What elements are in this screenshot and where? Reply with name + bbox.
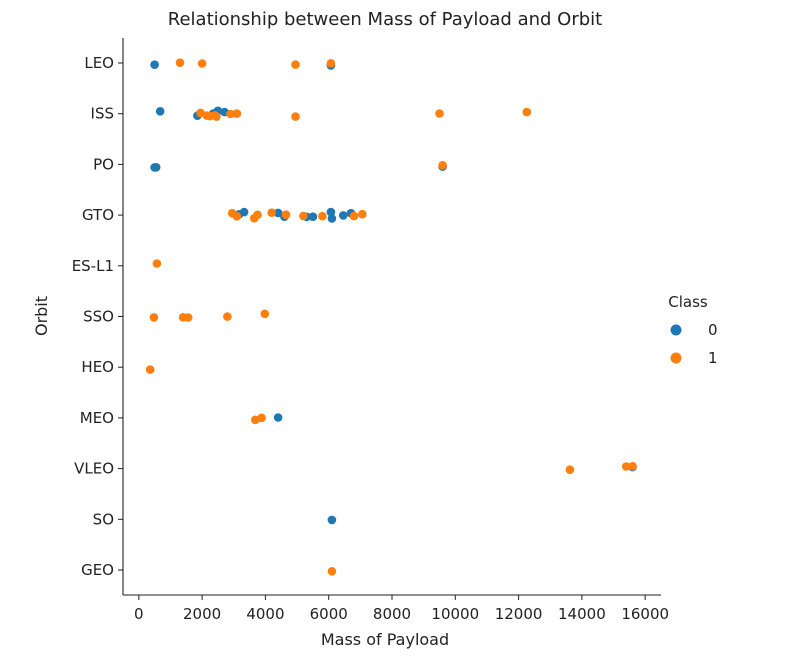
data-point-class-1	[438, 161, 447, 170]
data-point-class-1	[565, 465, 575, 475]
y-tick-label: HEO	[81, 358, 114, 376]
data-point-class-1	[299, 211, 308, 221]
y-axis-label: Orbit	[32, 296, 51, 336]
data-point-class-1	[267, 208, 277, 217]
data-point-class-1	[152, 259, 162, 268]
data-point-class-1	[145, 365, 155, 374]
data-point-class-1	[257, 413, 266, 423]
data-point-class-0	[155, 107, 165, 116]
y-axis-ticks: LEO ISS PO GTO ES-L1 SSO HEO MEO VLEO SO GEO	[72, 54, 123, 579]
x-tick-label: 16000	[621, 605, 669, 623]
data-point-class-1	[628, 461, 637, 471]
y-tick-label: ES-L1	[72, 257, 114, 275]
data-point-class-1	[260, 309, 270, 319]
data-point-class-1	[232, 109, 242, 118]
x-axis-label: Mass of Payload	[321, 630, 449, 649]
data-point-class-1	[318, 211, 327, 221]
data-point-class-1	[291, 112, 300, 121]
x-tick-label: 8000	[373, 605, 411, 623]
y-tick-label: GTO	[82, 206, 114, 224]
data-point-class-1	[232, 212, 242, 221]
y-tick-label: SO	[93, 510, 114, 528]
y-tick-label: MEO	[80, 409, 114, 427]
data-point-class-0	[150, 60, 159, 69]
data-point-class-1	[149, 313, 159, 322]
legend: Class 0 1	[668, 293, 717, 367]
data-point-class-0	[239, 207, 249, 217]
legend-marker-0	[670, 324, 682, 336]
data-point-class-0	[273, 413, 283, 422]
x-tick-label: 6000	[310, 605, 348, 623]
y-tick-label: PO	[93, 155, 114, 173]
data-point-class-0	[327, 515, 337, 525]
legend-label: 1	[708, 349, 718, 367]
data-point-class-1	[197, 59, 207, 68]
x-axis-ticks: 0 2000 4000 6000 8000 10000 12000 14000 16000	[134, 595, 669, 623]
y-tick-label: VLEO	[74, 460, 114, 478]
x-tick-label: 10000	[431, 605, 479, 623]
y-tick-label: GEO	[81, 561, 114, 579]
data-point-class-1	[226, 109, 235, 119]
y-tick-label: SSO	[83, 308, 114, 326]
legend-title: Class	[668, 293, 708, 311]
data-point-class-1	[223, 312, 232, 321]
data-point-class-0	[327, 214, 337, 223]
data-point-class-1	[183, 313, 193, 322]
x-tick-label: 2000	[183, 605, 221, 623]
data-point-class-1	[358, 209, 367, 219]
data-point-class-1	[621, 462, 631, 471]
data-point-class-1	[291, 60, 300, 69]
legend-marker-1	[670, 352, 682, 364]
data-point-class-0	[151, 163, 161, 172]
data-point-class-1	[253, 210, 262, 220]
data-point-class-0	[273, 208, 283, 218]
legend-label: 0	[708, 321, 718, 339]
data-point-class-1	[327, 567, 337, 576]
data-point-class-1	[349, 211, 359, 221]
x-tick-label: 14000	[558, 605, 606, 623]
data-point-class-1	[326, 59, 336, 68]
x-tick-label: 4000	[246, 605, 284, 623]
data-point-class-1	[281, 210, 291, 219]
data-point-class-0	[308, 212, 318, 221]
y-tick-label: ISS	[91, 105, 114, 123]
chart-title: Relationship between Mass of Payload and…	[168, 9, 602, 30]
scatter-points	[145, 58, 637, 576]
x-tick-label: 0	[134, 605, 144, 623]
y-tick-label: LEO	[84, 54, 114, 72]
data-point-class-0	[339, 211, 348, 220]
data-point-class-0	[326, 207, 336, 217]
data-point-class-1	[435, 109, 444, 118]
data-point-class-1	[212, 112, 221, 121]
data-point-class-1	[522, 107, 532, 117]
x-tick-label: 12000	[495, 605, 543, 623]
data-point-class-1	[175, 58, 185, 67]
